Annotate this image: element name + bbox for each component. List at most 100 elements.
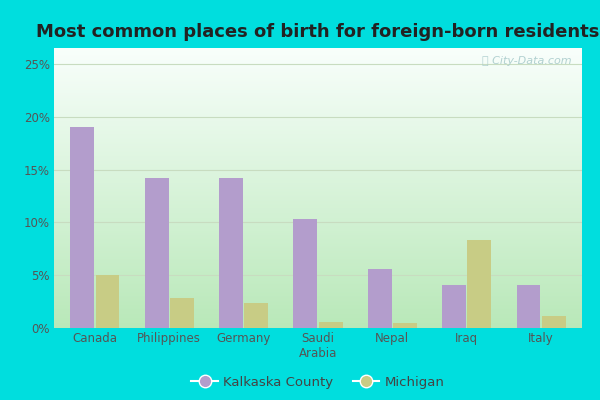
Bar: [517, 285, 541, 328]
Bar: [54, 204, 582, 206]
Bar: [54, 219, 582, 220]
Bar: [54, 317, 582, 318]
Bar: [393, 323, 417, 328]
Bar: [542, 316, 566, 328]
Bar: [54, 158, 582, 160]
Bar: [54, 127, 582, 128]
Bar: [54, 191, 582, 192]
Bar: [54, 81, 582, 82]
Bar: [54, 179, 582, 180]
Bar: [54, 80, 582, 81]
Bar: [54, 308, 582, 310]
Bar: [54, 269, 582, 270]
Bar: [54, 278, 582, 279]
Bar: [54, 274, 582, 276]
Bar: [54, 107, 582, 108]
Bar: [54, 327, 582, 328]
Bar: [54, 248, 582, 249]
Bar: [54, 162, 582, 163]
Bar: [54, 62, 582, 63]
Bar: [54, 303, 582, 304]
Bar: [54, 141, 582, 142]
Bar: [54, 110, 582, 112]
Bar: [54, 318, 582, 319]
Bar: [54, 194, 582, 196]
Bar: [54, 322, 582, 324]
Bar: [54, 206, 582, 208]
Bar: [54, 218, 582, 219]
Bar: [54, 281, 582, 282]
Bar: [54, 247, 582, 248]
Bar: [54, 293, 582, 294]
Bar: [54, 160, 582, 161]
Bar: [54, 306, 582, 307]
Bar: [54, 302, 582, 303]
Bar: [54, 118, 582, 119]
Bar: [54, 54, 582, 56]
Bar: [54, 117, 582, 118]
Bar: [54, 166, 582, 167]
Bar: [54, 227, 582, 228]
Bar: [54, 230, 582, 231]
Bar: [54, 131, 582, 132]
Bar: [54, 282, 582, 283]
Bar: [54, 296, 582, 297]
Bar: [54, 85, 582, 86]
Bar: [219, 178, 243, 328]
Bar: [54, 143, 582, 144]
Bar: [54, 69, 582, 70]
Bar: [54, 198, 582, 199]
Bar: [54, 50, 582, 51]
Bar: [54, 116, 582, 117]
Bar: [54, 224, 582, 225]
Bar: [54, 257, 582, 258]
Bar: [54, 203, 582, 204]
Bar: [54, 134, 582, 136]
Bar: [54, 106, 582, 107]
Bar: [54, 104, 582, 105]
Bar: [54, 264, 582, 266]
Bar: [54, 146, 582, 148]
Bar: [54, 126, 582, 127]
Bar: [54, 93, 582, 94]
Bar: [54, 312, 582, 313]
Bar: [54, 142, 582, 143]
Bar: [54, 120, 582, 121]
Bar: [54, 82, 582, 83]
Bar: [54, 189, 582, 190]
Bar: [54, 170, 582, 172]
Bar: [54, 163, 582, 164]
Bar: [54, 216, 582, 218]
Bar: [54, 188, 582, 189]
Bar: [54, 164, 582, 165]
Bar: [54, 290, 582, 291]
Bar: [54, 87, 582, 88]
Bar: [54, 260, 582, 261]
Bar: [54, 132, 582, 133]
Bar: [54, 237, 582, 238]
Bar: [54, 223, 582, 224]
Bar: [145, 178, 169, 328]
Bar: [54, 90, 582, 91]
Bar: [95, 275, 119, 328]
Bar: [54, 56, 582, 57]
Bar: [54, 124, 582, 126]
Bar: [54, 238, 582, 240]
Bar: [54, 74, 582, 75]
Bar: [54, 114, 582, 115]
Bar: [54, 209, 582, 210]
Bar: [54, 295, 582, 296]
Bar: [54, 254, 582, 255]
Bar: [54, 240, 582, 242]
Bar: [54, 48, 582, 49]
Bar: [54, 213, 582, 214]
Bar: [54, 284, 582, 285]
Bar: [54, 59, 582, 60]
Bar: [54, 60, 582, 61]
Bar: [54, 121, 582, 122]
Bar: [54, 168, 582, 170]
Bar: [54, 202, 582, 203]
Bar: [54, 268, 582, 269]
Bar: [54, 152, 582, 153]
Bar: [54, 231, 582, 232]
